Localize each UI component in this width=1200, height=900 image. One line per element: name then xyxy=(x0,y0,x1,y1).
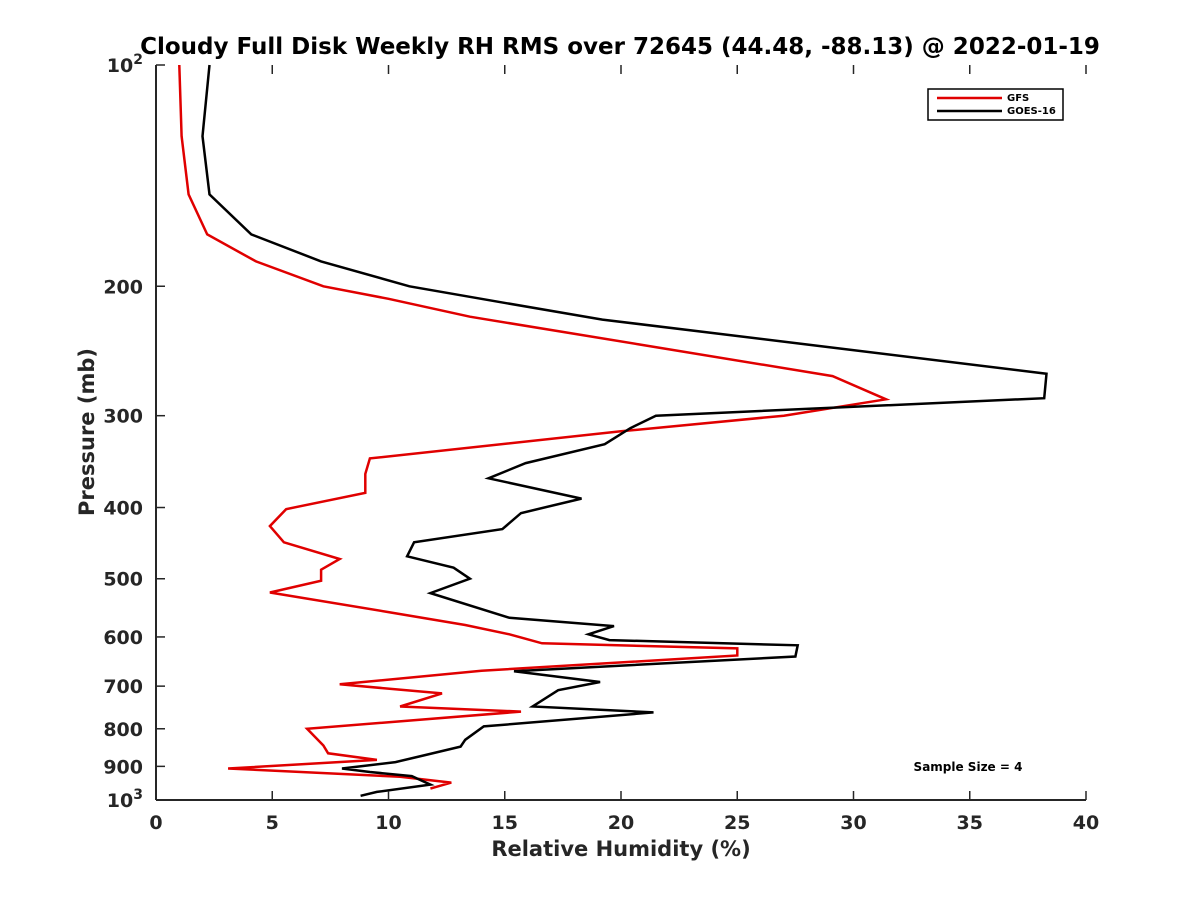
y-tick-label: 700 xyxy=(103,676,143,698)
y-tick-label: 800 xyxy=(103,719,143,741)
legend-box xyxy=(927,88,1064,121)
legend-label-goes16: GOES-16 xyxy=(1007,106,1056,117)
x-tick-label: 20 xyxy=(608,812,634,834)
x-tick-label: 0 xyxy=(149,812,162,834)
x-tick-label: 40 xyxy=(1073,812,1099,834)
y-tick-label: 400 xyxy=(103,498,143,520)
series-group xyxy=(178,64,1048,798)
series-line-goes16 xyxy=(201,64,1048,798)
sample-size-annotation: Sample Size = 4 xyxy=(914,760,1023,774)
x-tick-label: 15 xyxy=(492,812,518,834)
legend-label-gfs: GFS xyxy=(1007,93,1029,104)
legend: GFS GOES-16 xyxy=(927,88,1064,121)
y-tick-label: 900 xyxy=(103,756,143,778)
y-tick-label: 600 xyxy=(103,627,143,649)
x-tick-label: 35 xyxy=(957,812,983,834)
x-tick-label: 25 xyxy=(724,812,750,834)
y-tick-label: 102 xyxy=(107,52,143,77)
x-tick-label: 5 xyxy=(266,812,279,834)
y-tick-label: 300 xyxy=(103,406,143,428)
plot-area: 0 5 10 15 20 25 30 35 40 102 200 300 400 500 600 700 80… xyxy=(103,52,1099,834)
y-tick-label: 200 xyxy=(103,276,143,298)
x-tick-label: 30 xyxy=(840,812,866,834)
chart-title: Cloudy Full Disk Weekly RH RMS over 7264… xyxy=(140,34,1100,60)
x-axis-label: Relative Humidity (%) xyxy=(491,837,750,861)
x-tick-label: 10 xyxy=(375,812,401,834)
y-ticks: 102 200 300 400 500 600 700 800 900 103 xyxy=(103,52,165,812)
y-axis-label: Pressure (mb) xyxy=(75,348,99,516)
x-ticks: 0 5 10 15 20 25 30 35 40 xyxy=(149,65,1099,834)
y-tick-label: 103 xyxy=(107,787,143,812)
y-tick-label: 500 xyxy=(103,569,143,591)
series-line-gfs xyxy=(178,64,891,790)
